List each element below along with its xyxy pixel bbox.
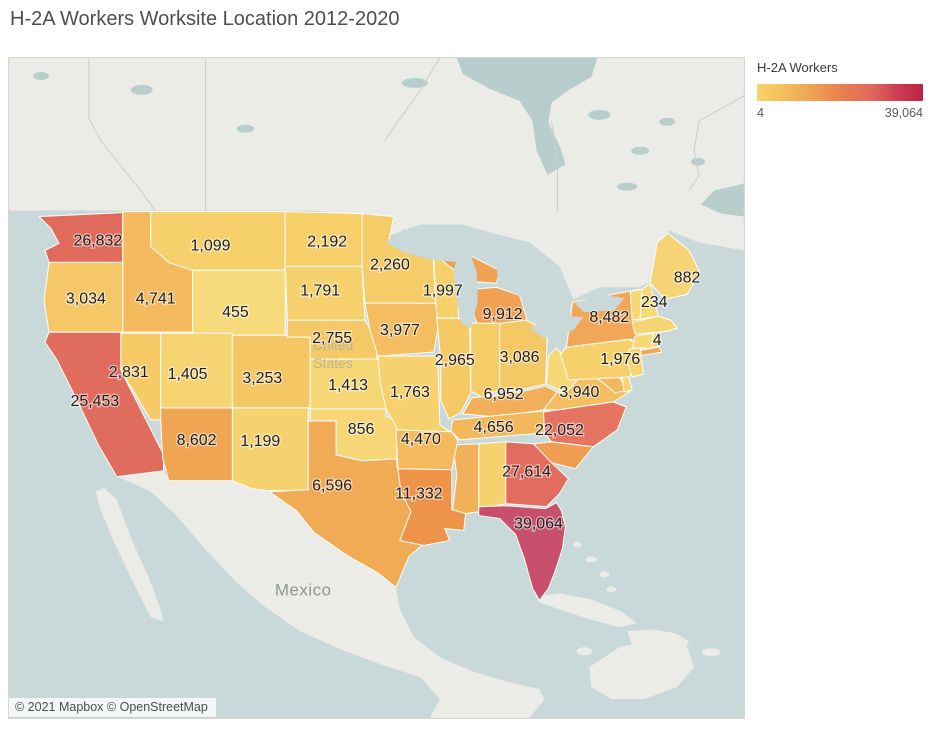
- legend-max-label: 39,064: [884, 106, 923, 120]
- canada-lake: [130, 84, 153, 95]
- mexico-landmass: [116, 470, 545, 718]
- province-border: [88, 58, 157, 212]
- state-value-label-ut: 1,405: [168, 366, 208, 383]
- province-border: [550, 120, 558, 212]
- basemap-label-united-states: United: [313, 337, 353, 353]
- map-attribution: © 2021 Mapbox © OpenStreetMap: [9, 698, 216, 717]
- canada-lake: [236, 124, 255, 133]
- state-value-label-mo: 1,763: [390, 384, 430, 401]
- lake-michigan: [453, 255, 478, 329]
- state-georgia[interactable]: [505, 441, 569, 508]
- gulf-st-lawrence: [701, 183, 744, 217]
- canada-lake: [617, 182, 638, 191]
- color-legend: H-2A Workers 4 39,064: [757, 60, 923, 120]
- hispaniola-island: [627, 629, 690, 660]
- state-value-label-ky: 6,952: [484, 386, 524, 403]
- state-value-label-wa: 26,832: [73, 232, 122, 249]
- canada-lake: [33, 71, 49, 80]
- canada-lake: [631, 146, 650, 155]
- state-value-label-ca: 25,453: [70, 393, 119, 410]
- lake-huron: [496, 252, 546, 301]
- map-canvas[interactable]: United States Mexico 26,832 3,034 4,741 1,0…: [9, 58, 744, 718]
- bahamas-island: [573, 541, 582, 548]
- state-value-label-mi: 9,912: [483, 306, 523, 323]
- state-value-label-nv: 2,831: [109, 364, 149, 381]
- legend-scale: 4 39,064: [757, 106, 923, 120]
- state-new-mexico[interactable]: [231, 407, 309, 492]
- state-value-label-me: 882: [674, 269, 701, 286]
- state-value-label-nm: 1,199: [240, 433, 280, 450]
- state-value-label-tx: 6,596: [312, 478, 352, 495]
- state-maine[interactable]: [649, 232, 701, 300]
- legend-gradient[interactable]: [757, 84, 923, 101]
- state-massachusetts[interactable]: [631, 315, 678, 335]
- lake-erie: [529, 315, 584, 339]
- state-florida[interactable]: [478, 502, 566, 601]
- canada-landmass: [9, 58, 744, 300]
- state-value-label-nc: 22,052: [535, 422, 584, 439]
- state-value-label-sd: 1,791: [300, 282, 340, 299]
- canada-lake: [659, 117, 676, 126]
- state-value-label-va: 3,940: [559, 384, 599, 401]
- cuba-island: [535, 593, 638, 628]
- state-value-label-ar: 4,470: [401, 431, 441, 448]
- state-value-label-ny: 8,482: [589, 309, 629, 326]
- canada-lake: [401, 77, 428, 88]
- state-value-label-ok: 856: [348, 421, 375, 438]
- state-value-label-ga: 27,614: [502, 464, 551, 481]
- state-value-label-mn: 2,260: [370, 256, 410, 273]
- page-title: H-2A Workers Worksite Location 2012-2020: [10, 8, 400, 30]
- bahamas-island: [606, 586, 617, 593]
- state-value-label-oh: 3,086: [500, 349, 540, 366]
- state-arkansas[interactable]: [395, 429, 459, 471]
- baja-peninsula: [95, 487, 164, 622]
- lake-superior: [385, 227, 479, 263]
- state-value-label-nd: 2,192: [307, 233, 347, 250]
- canada-lake: [588, 109, 611, 120]
- state-mississippi[interactable]: [452, 443, 480, 515]
- hudson-bay: [456, 58, 598, 175]
- state-value-label-ri: 4: [653, 332, 662, 349]
- map-panel[interactable]: United States Mexico 26,832 3,034 4,741 1,0…: [8, 57, 745, 719]
- state-value-label-fl: 39,064: [514, 516, 563, 533]
- bahamas-island: [599, 571, 610, 578]
- state-value-label-pa: 1,976: [600, 351, 640, 368]
- state-value-label-mt: 1,099: [191, 237, 231, 254]
- state-value-label-nh: 234: [641, 294, 668, 311]
- jamaica-island: [576, 647, 593, 656]
- state-value-label-la: 11,332: [395, 486, 443, 503]
- state-california[interactable]: [44, 331, 165, 478]
- bahamas-island: [585, 556, 598, 563]
- state-value-label-wi: 1,997: [423, 282, 463, 299]
- state-value-label-tn: 4,656: [474, 419, 514, 436]
- basemap-label-mexico: Mexico: [275, 580, 332, 599]
- state-ohio[interactable]: [499, 319, 549, 391]
- legend-min-label: 4: [757, 106, 764, 120]
- province-border: [384, 58, 441, 142]
- state-value-label-ks: 1,413: [328, 377, 368, 394]
- lake-ontario: [574, 294, 625, 313]
- canada-lake: [691, 157, 706, 166]
- state-rhode-island[interactable]: [650, 331, 661, 349]
- state-value-label-il: 2,965: [435, 352, 475, 369]
- state-wyoming[interactable]: [192, 269, 286, 336]
- state-indiana[interactable]: [470, 322, 501, 398]
- state-value-label-or: 3,034: [66, 290, 106, 307]
- state-value-label-ia: 3,977: [380, 322, 420, 339]
- state-value-label-ne: 2,755: [312, 330, 352, 347]
- state-value-label-id: 4,741: [136, 290, 176, 307]
- state-north-carolina[interactable]: [542, 401, 627, 448]
- state-value-label-wy: 455: [222, 304, 249, 321]
- puerto-rico-island: [702, 648, 720, 657]
- state-louisiana[interactable]: [397, 468, 467, 547]
- state-value-label-co: 3,253: [242, 370, 282, 387]
- legend-title: H-2A Workers: [757, 60, 838, 75]
- basemap-label-united-states: States: [313, 355, 353, 371]
- state-value-label-az: 8,602: [177, 432, 217, 449]
- province-border: [688, 95, 744, 191]
